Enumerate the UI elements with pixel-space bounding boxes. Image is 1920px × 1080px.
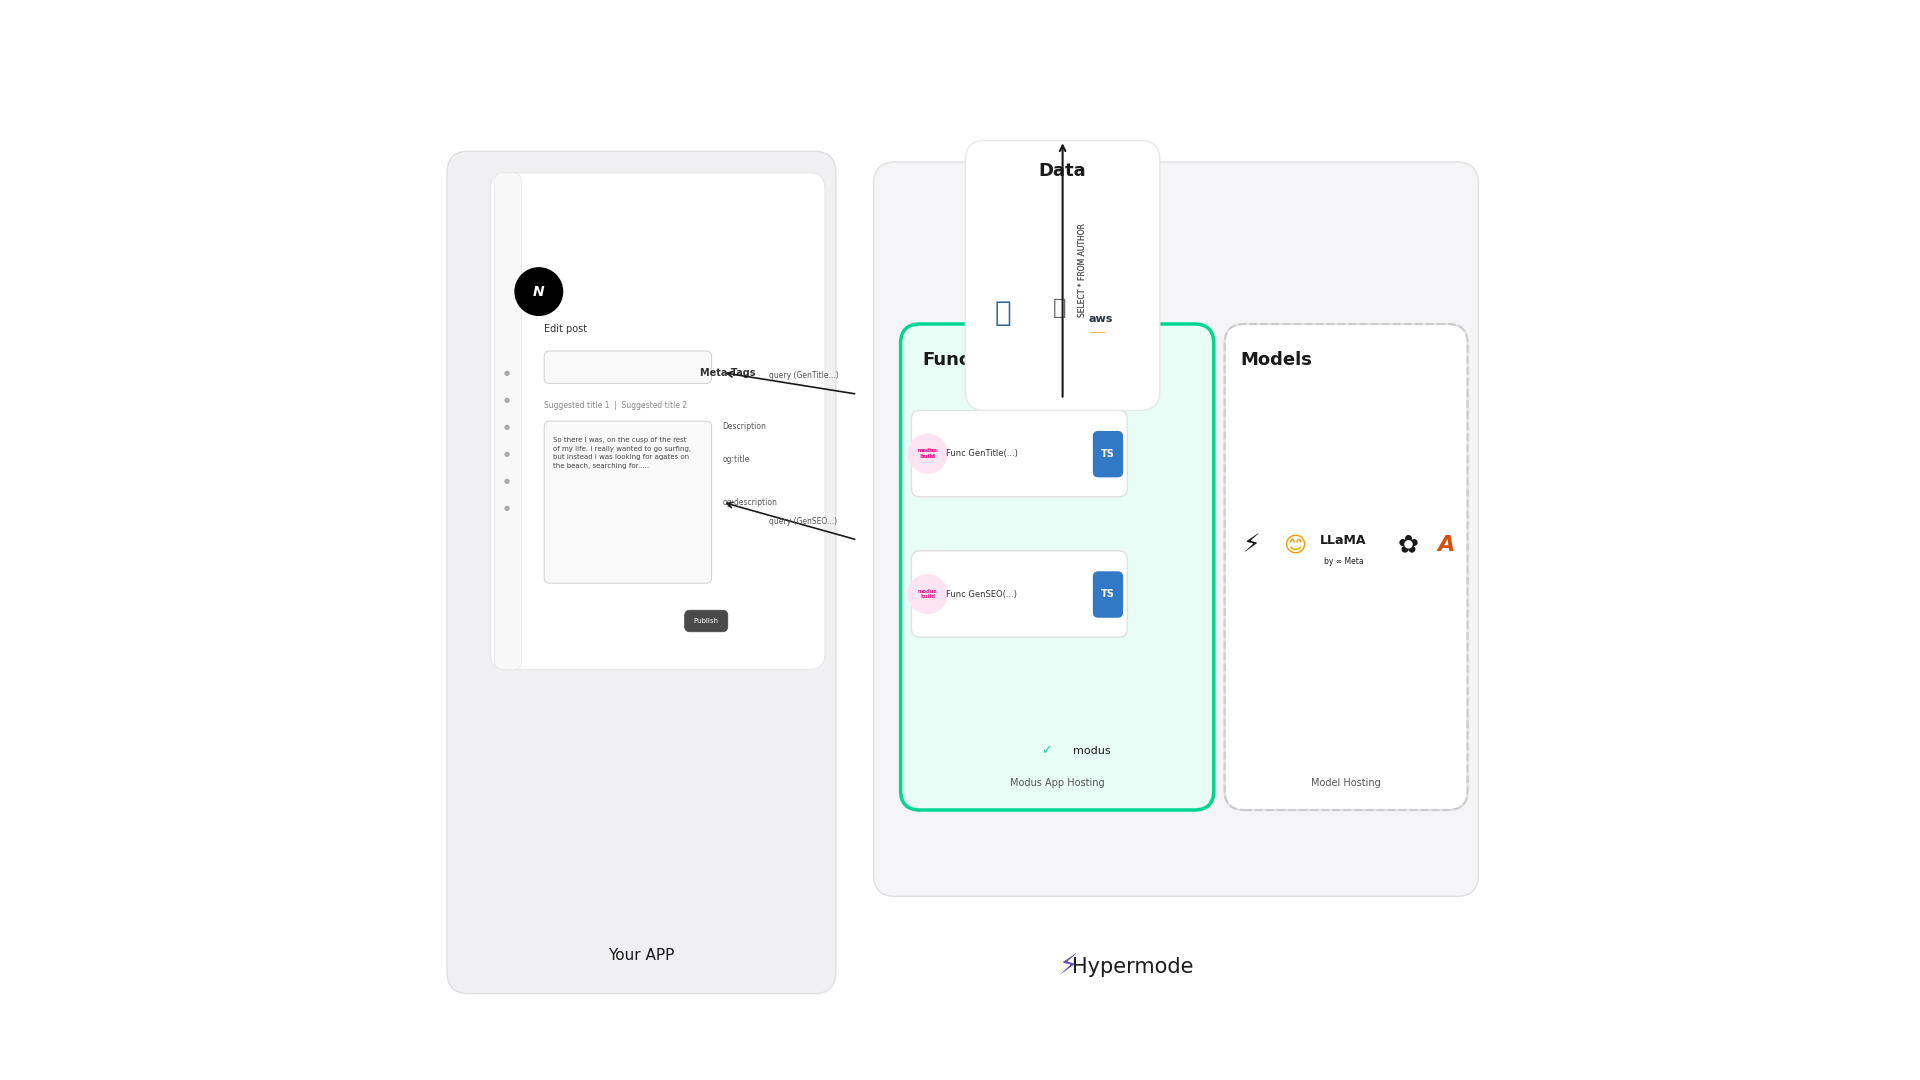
FancyBboxPatch shape	[1092, 571, 1123, 618]
Text: ✓: ✓	[1041, 744, 1052, 757]
Text: Suggested title 1  |  Suggested title 2: Suggested title 1 | Suggested title 2	[543, 401, 687, 409]
FancyBboxPatch shape	[966, 140, 1160, 410]
Text: ✿: ✿	[1398, 534, 1419, 557]
Text: Data: Data	[1039, 162, 1087, 180]
Text: SELECT * FROM AUTHOR: SELECT * FROM AUTHOR	[1077, 222, 1087, 318]
Text: Description: Description	[722, 422, 766, 431]
Text: So there I was, on the cusp of the rest
of my life. I really wanted to go surfin: So there I was, on the cusp of the rest …	[553, 437, 691, 469]
FancyBboxPatch shape	[1225, 324, 1467, 810]
Text: A: A	[1438, 536, 1455, 555]
Circle shape	[515, 268, 563, 315]
Text: ●: ●	[503, 450, 509, 457]
FancyBboxPatch shape	[912, 410, 1127, 497]
Text: ●: ●	[503, 369, 509, 376]
Text: modus
build: modus build	[918, 448, 937, 459]
Text: query (GenSEO...): query (GenSEO...)	[770, 517, 837, 526]
Text: Models: Models	[1240, 351, 1313, 369]
Text: TS: TS	[1100, 448, 1116, 459]
Text: ●: ●	[503, 477, 509, 484]
Text: Functions: Functions	[922, 351, 1020, 369]
Text: Func GenTitle(...): Func GenTitle(...)	[947, 449, 1018, 458]
Text: N: N	[534, 285, 545, 298]
FancyBboxPatch shape	[912, 551, 1127, 637]
Text: Func GenSEO(...): Func GenSEO(...)	[947, 590, 1018, 598]
Text: 😊: 😊	[1283, 536, 1306, 555]
Text: TS: TS	[1100, 589, 1116, 599]
Text: ——: ——	[1091, 328, 1106, 337]
Text: 🗄: 🗄	[1052, 298, 1066, 318]
FancyBboxPatch shape	[490, 173, 826, 670]
FancyBboxPatch shape	[685, 610, 728, 632]
FancyBboxPatch shape	[495, 173, 522, 670]
Text: modus
build: modus build	[918, 589, 937, 599]
FancyBboxPatch shape	[900, 324, 1213, 810]
Text: modus: modus	[1073, 745, 1112, 756]
Circle shape	[908, 575, 947, 613]
Text: og:title: og:title	[722, 455, 751, 463]
Text: Meta Tags: Meta Tags	[701, 367, 756, 378]
FancyBboxPatch shape	[874, 162, 1478, 896]
Text: query (GenTitle...): query (GenTitle...)	[768, 372, 839, 380]
Text: og:description: og:description	[722, 498, 778, 507]
Text: ●: ●	[503, 504, 509, 511]
Circle shape	[908, 434, 947, 473]
Text: Edit post: Edit post	[543, 324, 588, 335]
Text: Publish: Publish	[693, 618, 718, 624]
Text: modus
build: modus build	[918, 448, 939, 459]
Text: ⚡: ⚡	[1058, 953, 1077, 981]
Text: Your APP: Your APP	[609, 948, 674, 963]
Text: SELECT * FROM AUTHOR: SELECT * FROM AUTHOR	[1077, 222, 1087, 318]
FancyBboxPatch shape	[1092, 431, 1123, 477]
Text: LLaMA: LLaMA	[1321, 534, 1367, 546]
Text: Modus App Hosting: Modus App Hosting	[1010, 778, 1104, 788]
Text: 🐘: 🐘	[995, 299, 1012, 327]
Text: ⚡: ⚡	[1242, 534, 1260, 557]
Text: aws: aws	[1089, 313, 1112, 324]
Text: ●: ●	[503, 423, 509, 430]
FancyBboxPatch shape	[543, 351, 712, 383]
Text: Model Hosting: Model Hosting	[1311, 778, 1380, 788]
Text: Hypermode: Hypermode	[1071, 957, 1194, 976]
Text: ●: ●	[503, 396, 509, 403]
FancyBboxPatch shape	[543, 421, 712, 583]
FancyBboxPatch shape	[447, 151, 835, 994]
Text: by ∞ Meta: by ∞ Meta	[1323, 557, 1363, 566]
